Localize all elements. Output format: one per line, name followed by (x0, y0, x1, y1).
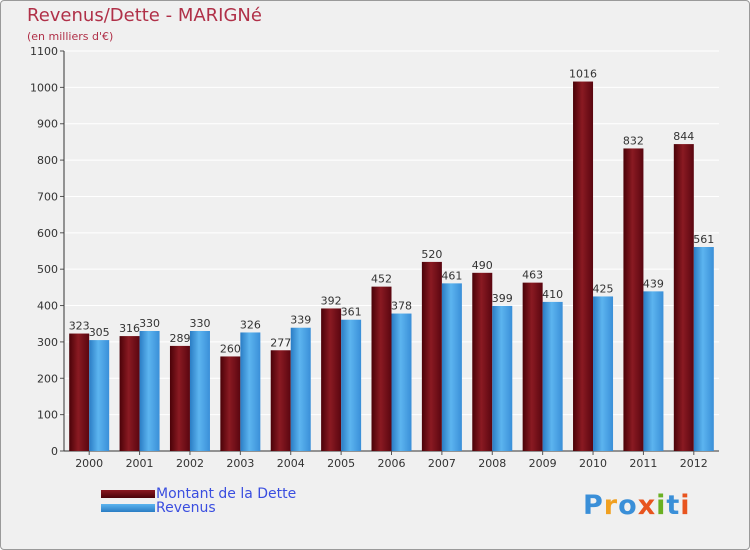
y-tick-label: 400 (37, 300, 58, 313)
x-tick-label: 2008 (478, 457, 506, 470)
bar-debt (371, 286, 392, 451)
bar-debt (220, 356, 241, 451)
x-tick-label: 2011 (629, 457, 657, 470)
data-label-debt: 289 (169, 332, 190, 345)
logo-letter: i (656, 490, 667, 521)
data-label-revenue: 330 (139, 317, 160, 330)
data-label-revenue: 326 (240, 318, 261, 331)
data-label-debt: 392 (321, 294, 342, 307)
bar-debt (673, 144, 694, 451)
data-label-debt: 844 (673, 130, 694, 143)
bar-debt (69, 333, 90, 451)
data-label-revenue: 410 (542, 288, 563, 301)
y-tick-label: 0 (51, 445, 58, 458)
x-tick-label: 2001 (126, 457, 154, 470)
data-label-debt: 316 (119, 322, 140, 335)
x-tick-label: 2002 (176, 457, 204, 470)
data-label-revenue: 378 (391, 300, 412, 313)
legend-swatch-revenue (101, 504, 155, 512)
bar-revenue (341, 319, 362, 451)
bar-debt (270, 350, 291, 451)
bar-revenue (290, 327, 311, 451)
data-label-revenue: 305 (89, 326, 110, 339)
x-tick-label: 2012 (680, 457, 708, 470)
bar-debt (421, 261, 442, 451)
data-label-revenue: 561 (693, 233, 714, 246)
bar-revenue (240, 332, 261, 451)
data-label-revenue: 399 (492, 292, 513, 305)
y-tick-label: 1000 (30, 81, 58, 94)
y-tick-label: 600 (37, 227, 58, 240)
data-label-debt: 452 (371, 273, 392, 286)
proxiti-logo: Proxiti (583, 490, 691, 521)
x-tick-label: 2007 (428, 457, 456, 470)
y-tick-label: 200 (37, 372, 58, 385)
bar-debt (573, 81, 594, 451)
x-tick-label: 2009 (529, 457, 557, 470)
bar-revenue (391, 313, 412, 451)
logo-letter: o (618, 490, 638, 521)
y-tick-label: 900 (37, 118, 58, 131)
y-tick-label: 100 (37, 409, 58, 422)
x-tick-label: 2000 (75, 457, 103, 470)
logo-letter: r (603, 490, 619, 521)
bar-revenue (643, 291, 664, 451)
data-label-debt: 490 (472, 259, 493, 272)
bar-debt (119, 336, 140, 451)
bar-debt (472, 272, 493, 451)
bar-revenue (542, 301, 563, 451)
logo-letter: i (680, 490, 691, 521)
bar-revenue (693, 247, 714, 451)
y-tick-label: 700 (37, 190, 58, 203)
data-label-revenue: 425 (593, 282, 614, 295)
data-label-debt: 832 (623, 134, 644, 147)
y-tick-label: 300 (37, 336, 58, 349)
bar-debt (623, 148, 644, 452)
logo-letter: t (666, 490, 681, 521)
data-label-revenue: 330 (189, 317, 210, 330)
data-label-revenue: 439 (643, 277, 664, 290)
bar-debt (522, 282, 543, 451)
bar-revenue (593, 296, 614, 451)
data-label-debt: 323 (69, 320, 90, 333)
data-label-debt: 1016 (569, 68, 597, 81)
chart-subtitle: (en milliers d'€) (27, 30, 114, 43)
logo-letter: P (583, 490, 604, 521)
bar-revenue (492, 305, 513, 451)
legend-label-revenue: Revenus (156, 500, 216, 516)
bar-debt (169, 345, 190, 451)
x-tick-label: 2005 (327, 457, 355, 470)
data-label-revenue: 461 (441, 269, 462, 282)
bar-revenue (89, 340, 110, 451)
y-tick-label: 1100 (30, 45, 58, 58)
data-label-debt: 277 (270, 336, 291, 349)
y-tick-label: 500 (37, 263, 58, 276)
x-tick-label: 2006 (378, 457, 406, 470)
data-label-revenue: 361 (341, 306, 362, 319)
data-label-revenue: 339 (290, 314, 311, 327)
y-tick-label: 800 (37, 154, 58, 167)
logo-letter: x (637, 490, 657, 521)
data-label-debt: 520 (421, 248, 442, 261)
x-tick-label: 2010 (579, 457, 607, 470)
data-label-debt: 463 (522, 269, 543, 282)
data-label-debt: 260 (220, 342, 241, 355)
chart-title: Revenus/Dette - MARIGNé (27, 5, 262, 26)
legend-label-debt: Montant de la Dette (156, 486, 297, 502)
legend-swatch-debt (101, 490, 155, 498)
x-tick-label: 2003 (226, 457, 254, 470)
bar-debt (321, 308, 342, 451)
bar-revenue (441, 283, 462, 451)
bar-revenue (139, 331, 160, 451)
x-tick-label: 2004 (277, 457, 305, 470)
bar-revenue (189, 331, 210, 451)
